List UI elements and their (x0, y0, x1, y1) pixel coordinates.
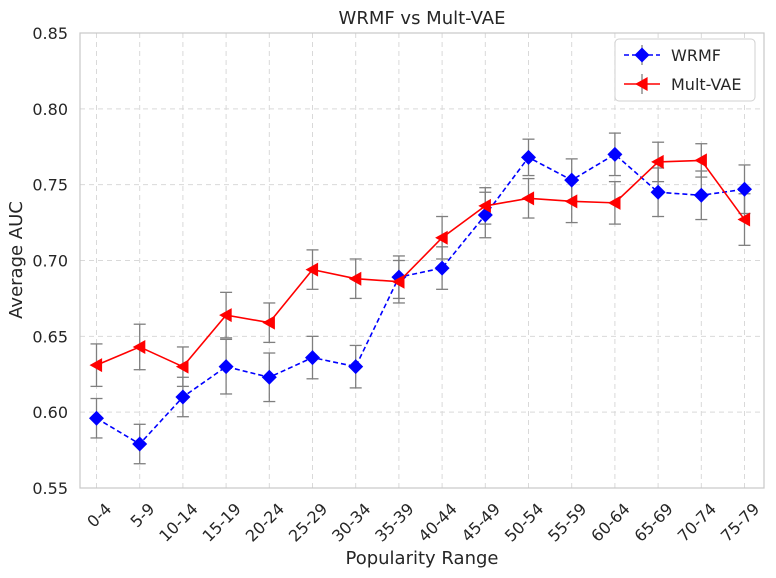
point-wrmf (348, 359, 364, 375)
x-tick-label: 70-74 (674, 499, 720, 545)
x-tick-label: 20-24 (242, 499, 288, 545)
point-mult-vae (607, 195, 621, 210)
series-line-wrmf (96, 153, 745, 446)
point-wrmf (607, 146, 623, 162)
series-line-mult-vae (96, 159, 746, 368)
y-tick-label: 0.75 (32, 176, 68, 195)
point-mult-vae (219, 308, 232, 323)
y-tick-label: 0.65 (32, 327, 68, 346)
point-mult-vae (132, 339, 146, 354)
error-bars (90, 132, 751, 465)
x-tick-label: 50-54 (501, 499, 547, 545)
legend-marker-wrmf (634, 47, 650, 63)
point-wrmf (521, 149, 536, 165)
chart-title: WRMF vs Mult-VAE (339, 8, 506, 29)
x-tick-label: 65-69 (631, 499, 677, 545)
point-mult-vae (305, 262, 319, 277)
point-wrmf (175, 389, 191, 405)
point-wrmf (89, 410, 104, 426)
legend-marker-mult-vae (635, 77, 648, 91)
point-wrmf (434, 260, 450, 276)
point-mult-vae (478, 198, 491, 213)
y-tick-label: 0.80 (32, 100, 68, 119)
y-tick-labels: 0.55 0.60 0.65 0.70 0.75 0.80 0.85 (32, 24, 68, 498)
y-axis-label: Average AUC (6, 201, 27, 319)
plot-frame (79, 32, 765, 489)
point-mult-vae (521, 191, 535, 206)
point-mult-vae (651, 154, 664, 169)
point-mult-vae (435, 230, 448, 245)
y-tick-label: 0.60 (32, 403, 68, 422)
series-layer (89, 146, 752, 452)
y-tick-label: 0.70 (32, 252, 68, 271)
x-tick-label: 40-44 (415, 499, 461, 545)
legend: WRMF Mult-VAE (614, 38, 756, 102)
x-tick-label: 0-4 (83, 499, 115, 531)
x-tick-label: 10-14 (155, 499, 201, 545)
point-mult-vae (694, 153, 707, 168)
x-axis-label: Popularity Range (346, 548, 499, 569)
point-wrmf (132, 436, 148, 452)
point-wrmf (218, 359, 234, 375)
point-wrmf (650, 184, 666, 200)
legend-label-mult-vae: Mult-VAE (671, 75, 741, 94)
x-tick-label: 25-29 (285, 499, 331, 545)
x-tick-label: 5-9 (127, 499, 159, 531)
x-tick-labels: 0-4 5-910-1415-1920-2425-2930-3435-3940-4… (83, 499, 763, 545)
x-tick-label: 30-34 (328, 499, 374, 545)
point-wrmf (261, 369, 277, 385)
point-mult-vae (564, 194, 578, 209)
x-tick-label: 15-19 (199, 499, 245, 545)
legend-label-wrmf: WRMF (671, 46, 721, 65)
point-wrmf (564, 172, 580, 188)
point-wrmf (305, 350, 320, 366)
point-mult-vae (262, 315, 275, 330)
y-tick-label: 0.55 (32, 479, 68, 498)
x-tick-label: 35-39 (371, 499, 417, 545)
x-tick-label: 45-49 (458, 499, 504, 545)
x-tick-label: 60-64 (587, 499, 633, 545)
point-mult-vae (391, 274, 405, 289)
grid-lines (80, 33, 764, 488)
point-mult-vae (89, 358, 103, 373)
point-wrmf (737, 181, 752, 197)
x-tick-label: 75-79 (717, 499, 763, 545)
point-mult-vae (175, 359, 189, 374)
y-tick-label: 0.85 (32, 24, 68, 43)
point-wrmf (693, 187, 709, 203)
point-mult-vae (737, 212, 751, 227)
x-tick-label: 55-59 (544, 499, 590, 545)
point-mult-vae (348, 271, 362, 286)
